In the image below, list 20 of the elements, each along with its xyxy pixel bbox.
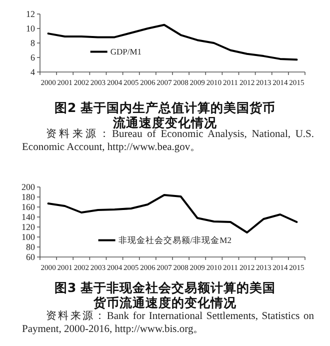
y-tick-label: 4 [30,67,36,77]
y-tick-label: 100 [22,232,36,242]
line-series [47,24,298,61]
y-tick-label: 10 [26,24,36,34]
text: 资料来源：Bureau of Economic Analysis, National, U.S. Economic Account, http://www.bea.gov。 [22,128,314,154]
legend-label: 非现金社会交易额/非现金M2 [118,235,232,246]
y-tick-label: 80 [26,242,36,252]
line-series [47,194,298,234]
text: 图3 基于非现金社会交易额计算的美国货币流通速度的变化情况 [53,280,277,310]
y-tick-label: 8 [30,38,36,48]
y-tick-label: 180 [22,192,36,202]
y-tick-label: 12 [26,9,35,19]
y-tick-label: 140 [22,212,36,222]
y-tick-label: 120 [22,222,36,232]
y-tick-label: 160 [22,202,36,212]
y-tick-label: 200 [22,182,36,192]
y-tick-label: 6 [30,52,36,62]
text: 资料来源：Bank for International Settlements, Statistics on Payment, 2000-2016, http://www.bis.org。 [22,310,314,336]
y-tick-label: 60 [26,252,36,262]
legend-label: GDP/M1 [110,46,142,57]
